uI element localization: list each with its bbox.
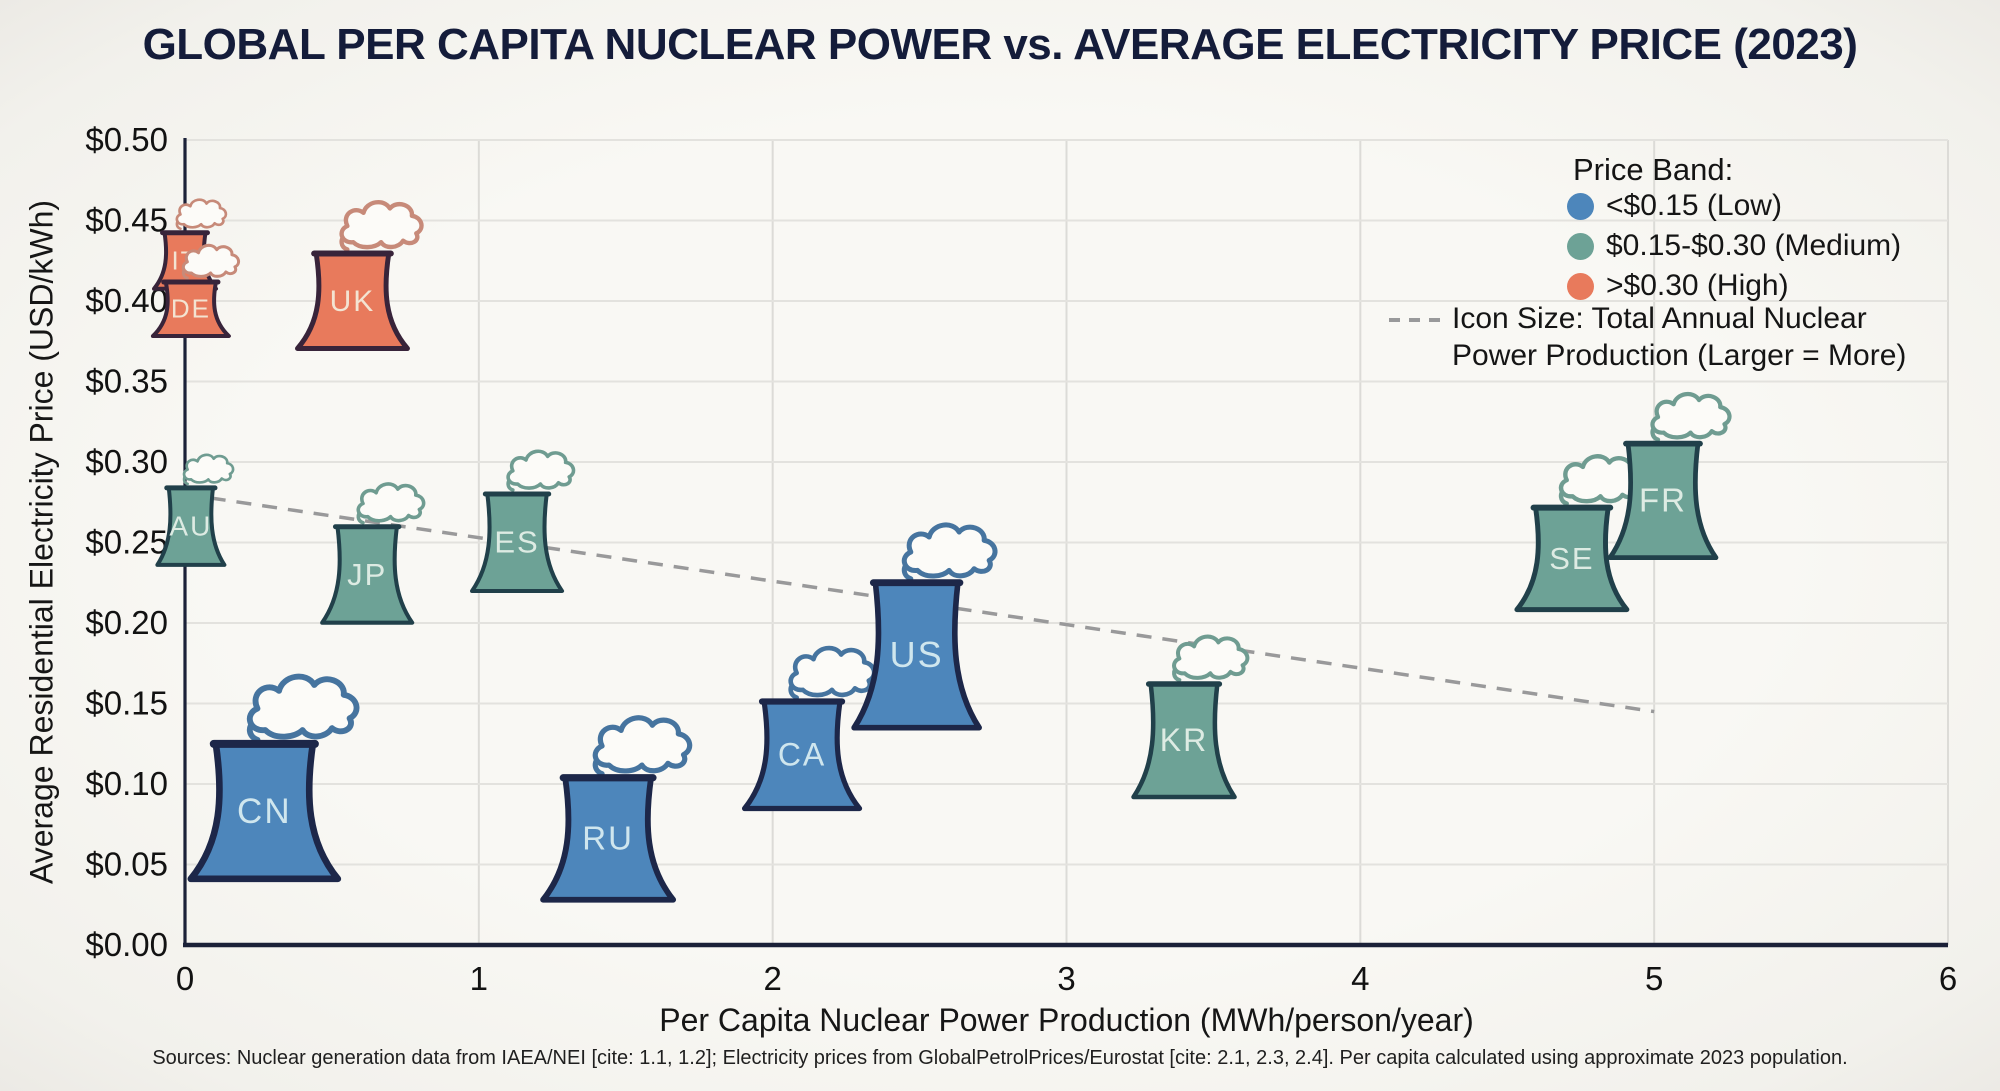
cooling-tower-icon: [741, 698, 863, 812]
legend-item-medium: $0.15-$0.30 (Medium): [1567, 227, 1901, 265]
legend-dot-icon: [1567, 192, 1594, 220]
smoke-cloud-icon: [506, 449, 576, 492]
legend-item-label: >$0.30 (High): [1606, 269, 1789, 302]
x-tick-label: 2: [763, 960, 781, 997]
data-point-fr: FR: [1607, 391, 1732, 561]
smoke-cloud-icon: [246, 673, 360, 743]
y-tick-label: $0.35: [85, 363, 168, 400]
country-label: ES: [494, 525, 539, 560]
legend-item-low: <$0.15 (Low): [1567, 187, 1782, 225]
data-point-ru: RU: [540, 715, 693, 903]
data-point-jp: JP: [320, 482, 426, 625]
legend-item-label: $0.15-$0.30 (Medium): [1606, 229, 1902, 262]
country-label: SE: [1549, 541, 1594, 576]
country-label: AU: [169, 511, 212, 542]
data-point-us: US: [851, 522, 998, 731]
dashed-line-icon: [1389, 318, 1441, 322]
x-axis-title: Per Capita Nuclear Power Production (MWh…: [659, 1002, 1474, 1038]
smoke-cloud-icon: [356, 482, 426, 525]
x-tick-label: 4: [1351, 960, 1369, 997]
data-point-es: ES: [470, 449, 576, 594]
country-label: RU: [582, 820, 634, 857]
country-label: DE: [171, 294, 211, 324]
data-point-ca: CA: [741, 645, 877, 812]
legend-item-high: >$0.30 (High): [1567, 267, 1789, 305]
legend: Price Band: <$0.15 (Low) $0.15-$0.30 (Med…: [1385, 150, 1975, 390]
country-label: CA: [778, 737, 826, 773]
smoke-cloud-icon: [788, 645, 877, 700]
data-point-kr: KR: [1131, 634, 1250, 800]
country-label: CN: [237, 792, 292, 831]
legend-size-note: Icon Size: Total Annual Nuclear Power Pr…: [1452, 300, 1972, 374]
country-label: JP: [347, 557, 387, 592]
cooling-tower-icon: [1607, 441, 1719, 561]
y-tick-label: $0.25: [85, 524, 168, 561]
cooling-tower-icon: [1514, 505, 1630, 613]
y-tick-label: $0.50: [85, 121, 168, 158]
smoke-cloud-icon: [592, 715, 693, 777]
x-tick-label: 0: [176, 960, 194, 997]
tick-labels: $0.00 $0.05 $0.10 $0.15 $0.20 $0.25 $0.30 $0.35…: [85, 121, 1957, 997]
cooling-tower-icon: [540, 774, 677, 903]
legend-size-note-line2: Power Production (Larger = More): [1452, 339, 1907, 372]
data-point-au: AU: [155, 453, 235, 567]
smoke-cloud-icon: [1172, 634, 1250, 683]
legend-dot-icon: [1567, 272, 1594, 300]
y-tick-label: $0.15: [85, 685, 168, 722]
cooling-tower-icon: [320, 524, 415, 625]
cooling-tower-icon: [155, 485, 227, 567]
country-label: UK: [330, 285, 376, 318]
smoke-cloud-icon: [339, 200, 424, 252]
sources-footnote: Sources: Nuclear generation data from IA…: [152, 1047, 1848, 1069]
x-tick-label: 3: [1057, 960, 1075, 997]
y-tick-label: $0.20: [85, 604, 168, 641]
cooling-tower-icon: [150, 280, 231, 339]
cooling-tower-icon: [1131, 681, 1237, 800]
data-point-se: SE: [1514, 454, 1644, 613]
data-point-de: DE: [150, 243, 241, 339]
smoke-cloud-icon: [1650, 391, 1732, 442]
y-axis-title: Average Residential Electricity Price (U…: [23, 199, 60, 885]
smoke-cloud-icon: [181, 243, 241, 280]
smoke-cloud-icon: [175, 198, 228, 231]
legend-dot-icon: [1567, 232, 1594, 260]
y-tick-label: $0.05: [85, 846, 168, 883]
x-tick-label: 6: [1939, 960, 1957, 997]
cooling-tower-icon: [295, 251, 410, 351]
data-point-cn: CN: [187, 673, 360, 883]
cooling-tower-icon: [187, 740, 342, 883]
country-label: FR: [1639, 482, 1687, 519]
cooling-tower-icon: [470, 491, 565, 594]
smoke-cloud-icon: [182, 453, 235, 486]
y-tick-label: $0.10: [85, 765, 168, 802]
smoke-cloud-icon: [901, 522, 998, 582]
y-tick-label: $0.45: [85, 202, 168, 239]
country-label: KR: [1160, 722, 1208, 758]
x-tick-label: 1: [470, 960, 488, 997]
legend-item-label: <$0.15 (Low): [1606, 189, 1782, 222]
data-point-uk: UK: [295, 200, 424, 351]
legend-size-note-line1: Icon Size: Total Annual Nuclear: [1452, 302, 1867, 335]
legend-header: Price Band:: [1573, 152, 1734, 187]
y-tick-label: $0.30: [85, 443, 168, 480]
chart-title: GLOBAL PER CAPITA NUCLEAR POWER vs. AVER…: [142, 20, 1858, 69]
country-label: US: [890, 634, 944, 675]
x-tick-label: 5: [1645, 960, 1663, 997]
y-tick-label: $0.00: [85, 926, 168, 963]
cooling-tower-icon: [851, 579, 982, 731]
